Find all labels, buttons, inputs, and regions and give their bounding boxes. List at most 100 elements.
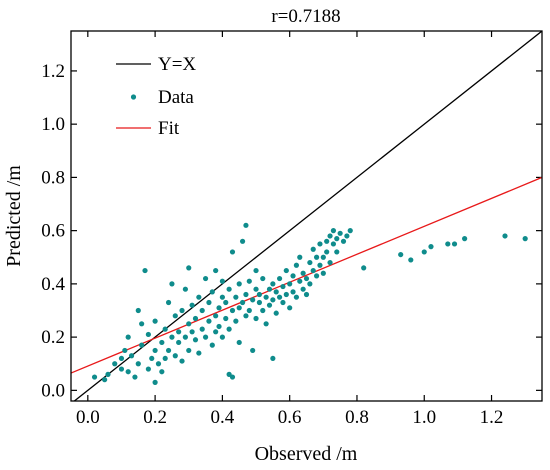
data-point	[196, 350, 202, 356]
data-point	[246, 278, 252, 284]
data-point	[307, 281, 313, 287]
data-point	[152, 379, 158, 385]
data-point	[226, 326, 232, 332]
data-point	[125, 369, 131, 375]
data-point	[229, 307, 236, 314]
data-point	[324, 249, 330, 255]
data-point	[219, 294, 225, 300]
data-point	[91, 374, 98, 380]
data-point	[189, 302, 195, 308]
data-point	[334, 236, 340, 242]
data-point	[229, 249, 236, 255]
data-point	[162, 326, 168, 332]
data-point	[219, 334, 225, 340]
data-point	[253, 315, 259, 322]
data-point	[320, 270, 326, 276]
data-point	[347, 228, 353, 234]
data-point	[283, 291, 289, 298]
data-point	[303, 275, 310, 282]
data-point	[145, 331, 151, 338]
data-point	[169, 281, 175, 287]
data-point	[172, 313, 178, 319]
data-point	[102, 377, 108, 383]
data-point	[186, 265, 192, 271]
data-point	[152, 347, 158, 354]
data-point	[324, 238, 330, 244]
data-point	[239, 299, 246, 306]
data-point	[310, 267, 316, 274]
data-point	[334, 249, 340, 255]
data-point	[330, 228, 337, 234]
data-point	[243, 313, 249, 319]
data-point	[169, 334, 175, 340]
y-tick-label: 0.8	[41, 167, 65, 188]
data-point	[246, 307, 252, 314]
data-point	[162, 355, 168, 362]
plot-layer	[71, 31, 542, 401]
data-point	[266, 302, 273, 308]
data-point	[223, 299, 229, 306]
x-tick-label: 1.2	[480, 407, 504, 428]
data-point	[330, 241, 337, 247]
data-point	[398, 251, 404, 258]
data-point	[270, 297, 276, 303]
series-line-fit	[71, 176, 542, 374]
data-point	[159, 339, 165, 346]
data-point	[139, 321, 145, 327]
data-point	[327, 233, 333, 239]
data-point	[280, 299, 286, 306]
data-point	[233, 294, 239, 300]
data-point	[327, 259, 333, 266]
data-point	[340, 238, 347, 244]
data-point	[239, 238, 246, 244]
data-point	[233, 318, 239, 324]
data-point	[149, 355, 155, 362]
data-point	[182, 286, 188, 292]
data-point	[300, 286, 306, 292]
data-point	[196, 294, 202, 300]
data-point	[253, 267, 259, 274]
x-tick-label: 0.8	[345, 407, 369, 428]
data-point	[182, 334, 188, 340]
data-point	[263, 321, 269, 327]
data-point	[206, 299, 212, 306]
data-point	[260, 307, 266, 314]
data-point	[128, 353, 135, 359]
data-point	[445, 241, 451, 247]
data-point	[273, 289, 279, 295]
y-axis-title: Predicted /m	[3, 165, 25, 267]
data-point	[165, 299, 172, 306]
data-point	[250, 297, 256, 303]
data-point	[125, 334, 131, 340]
data-point	[219, 278, 225, 284]
data-point	[216, 305, 222, 311]
data-point	[192, 315, 199, 322]
data-point	[243, 222, 249, 228]
data-point	[270, 281, 276, 287]
data-point	[273, 310, 279, 316]
data-point	[344, 233, 350, 239]
y-tick-label: 0.4	[41, 274, 65, 295]
data-point	[337, 230, 343, 236]
data-point	[303, 291, 310, 298]
data-point	[118, 366, 125, 372]
data-point	[159, 369, 165, 375]
data-point	[209, 289, 215, 295]
data-point	[293, 294, 300, 300]
data-point	[300, 270, 306, 276]
data-point	[297, 254, 303, 260]
data-point	[199, 326, 205, 332]
data-point	[320, 254, 326, 260]
series-line-y-x	[73, 31, 542, 401]
data-point	[213, 329, 219, 335]
data-point	[155, 361, 162, 367]
data-point	[142, 267, 148, 274]
data-point	[361, 265, 367, 271]
data-point	[172, 353, 178, 359]
y-tick-label: 0.6	[41, 221, 65, 242]
x-tick-label: 0.0	[76, 407, 100, 428]
data-point	[243, 291, 249, 298]
x-tick-label: 0.2	[143, 407, 167, 428]
data-point	[135, 307, 141, 314]
